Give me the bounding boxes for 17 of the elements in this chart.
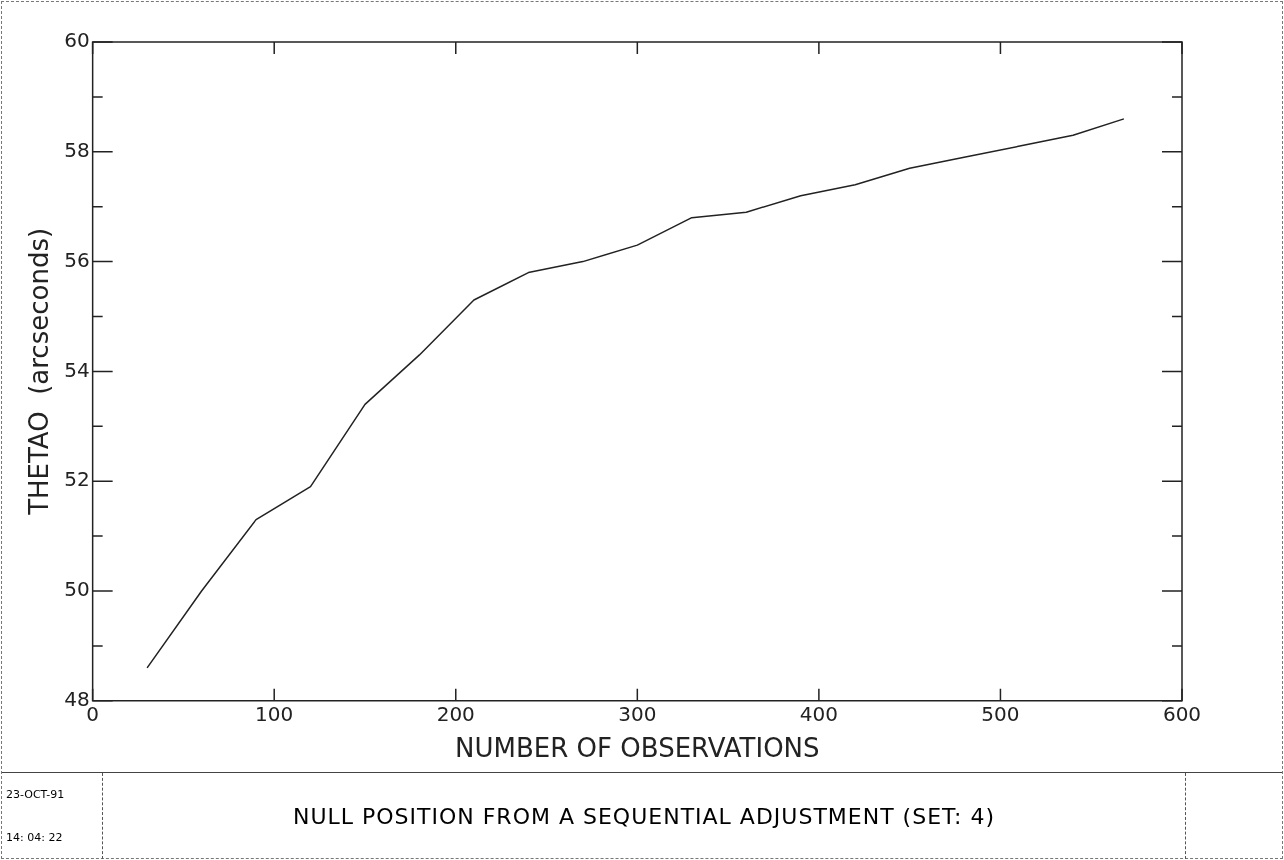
y-tick-label: 56 — [64, 247, 90, 272]
x-tick-label: 200 — [436, 702, 475, 726]
text: NULL POSITION FROM A SEQUENTIAL ADJUSTMENT (SET: 4) — [103, 773, 1186, 859]
y-tick-label: 54 — [64, 357, 90, 382]
text: 14: 04: 22 — [6, 831, 64, 844]
y-axis-title: THETAO (arcseconds) — [24, 227, 55, 516]
x-tick-label: 100 — [255, 702, 294, 726]
x-tick-label: 600 — [1162, 702, 1202, 726]
y-tick-label: 60 — [64, 28, 90, 53]
x-axis-title: NUMBER OF OBSERVATIONS — [455, 733, 820, 764]
x-tick-label: 500 — [981, 702, 1020, 726]
y-tick-label: 52 — [64, 467, 90, 492]
y-tick-label: 50 — [64, 577, 90, 602]
x-tick-label: 300 — [618, 702, 657, 726]
text: 23-OCT-91 — [6, 788, 66, 801]
x-tick-label: 400 — [799, 702, 838, 726]
y-tick-label: 58 — [64, 138, 90, 162]
